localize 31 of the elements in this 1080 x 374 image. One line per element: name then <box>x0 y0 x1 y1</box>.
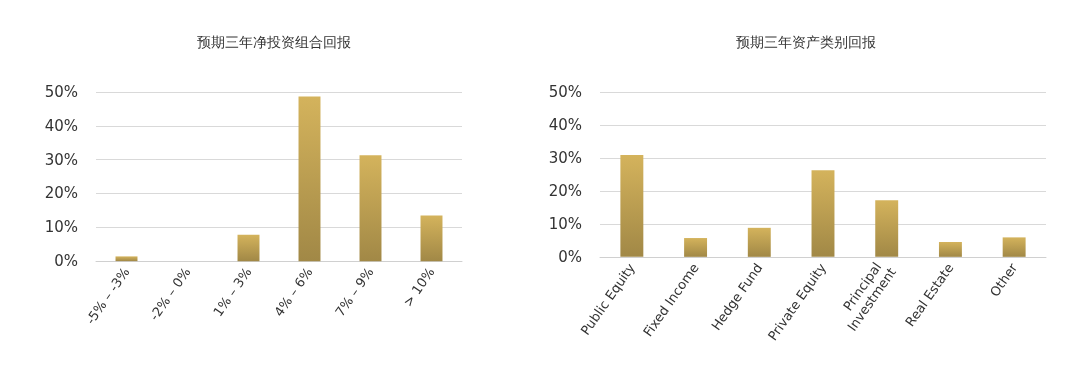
bar <box>359 155 382 262</box>
bar <box>298 96 321 262</box>
bar <box>620 154 644 257</box>
bar <box>237 234 260 262</box>
y-tick-label: 40% <box>44 116 78 135</box>
bar <box>811 170 835 257</box>
y-tick-label: 40% <box>548 115 582 134</box>
x-tick-label: 4% – 6% <box>271 264 316 320</box>
y-tick-label: 50% <box>548 83 582 101</box>
y-tick-label: 0% <box>558 247 582 266</box>
y-tick-label: 0% <box>54 252 78 271</box>
y-tick-label: 20% <box>44 184 78 203</box>
bar <box>115 256 138 262</box>
bar <box>938 242 962 257</box>
bar <box>420 215 443 262</box>
bar <box>1002 237 1026 257</box>
x-tick-label: -5% – -3% <box>82 264 133 327</box>
y-tick-label: 30% <box>44 150 78 169</box>
y-tick-label: 20% <box>548 181 582 200</box>
chart-title: 预期三年资产类别回报 <box>736 34 876 50</box>
bar <box>747 227 771 257</box>
bar <box>875 200 899 257</box>
chart-title: 预期三年净投资组合回报 <box>197 34 351 50</box>
x-tick-label: -2% – 0% <box>146 264 194 324</box>
bar <box>684 238 708 257</box>
x-tick-label: 7% – 9% <box>332 264 377 320</box>
x-tick-label: 1% – 3% <box>210 264 255 320</box>
y-tick-label: 50% <box>44 83 78 101</box>
y-tick-label: 10% <box>44 218 78 237</box>
y-tick-label: 10% <box>548 214 582 233</box>
y-tick-label: 30% <box>548 148 582 167</box>
